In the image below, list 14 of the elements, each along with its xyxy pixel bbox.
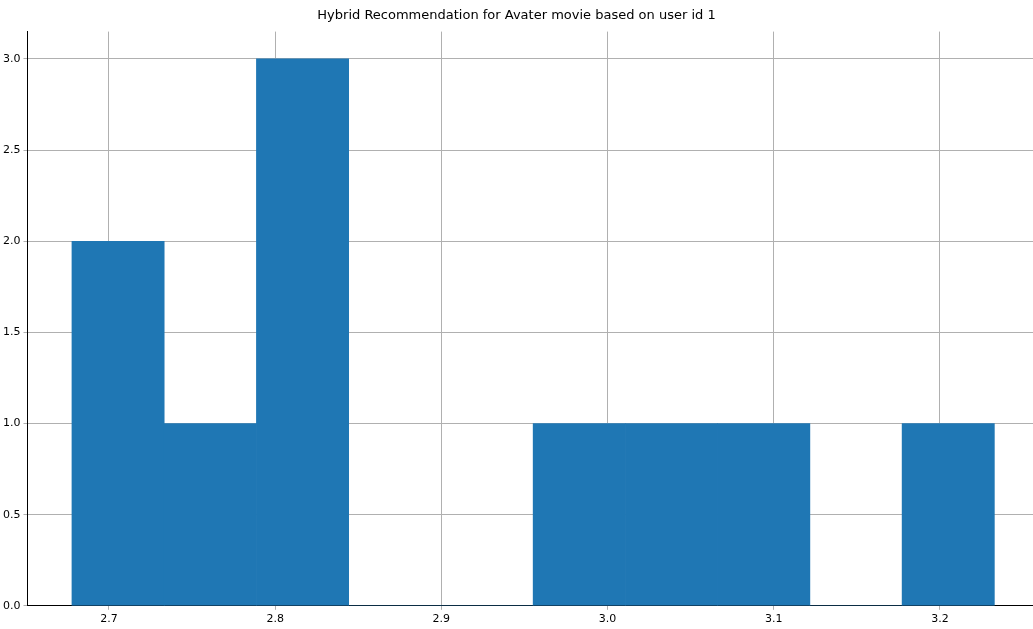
x-tick-label: 2.8 <box>266 612 284 626</box>
y-tick-label: 0.5 <box>2 507 21 521</box>
y-tick-label: 2.5 <box>2 142 21 156</box>
y-tick-label: 0.0 <box>2 598 21 612</box>
y-tick-label: 2.0 <box>2 234 21 248</box>
y-tick-label: 3.0 <box>2 51 21 65</box>
x-tick-label: 3.0 <box>598 612 617 626</box>
x-tick-label: 3.1 <box>764 612 783 626</box>
chart-title: Hybrid Recommendation for Avater movie based on user id 1 <box>317 7 716 23</box>
y-tick-label: 1.0 <box>2 416 21 430</box>
y-tick-label: 1.5 <box>2 325 21 339</box>
x-tick-label: 2.9 <box>432 612 451 626</box>
x-tick-label: 3.2 <box>931 612 949 626</box>
x-tick-label: 2.7 <box>100 612 118 626</box>
